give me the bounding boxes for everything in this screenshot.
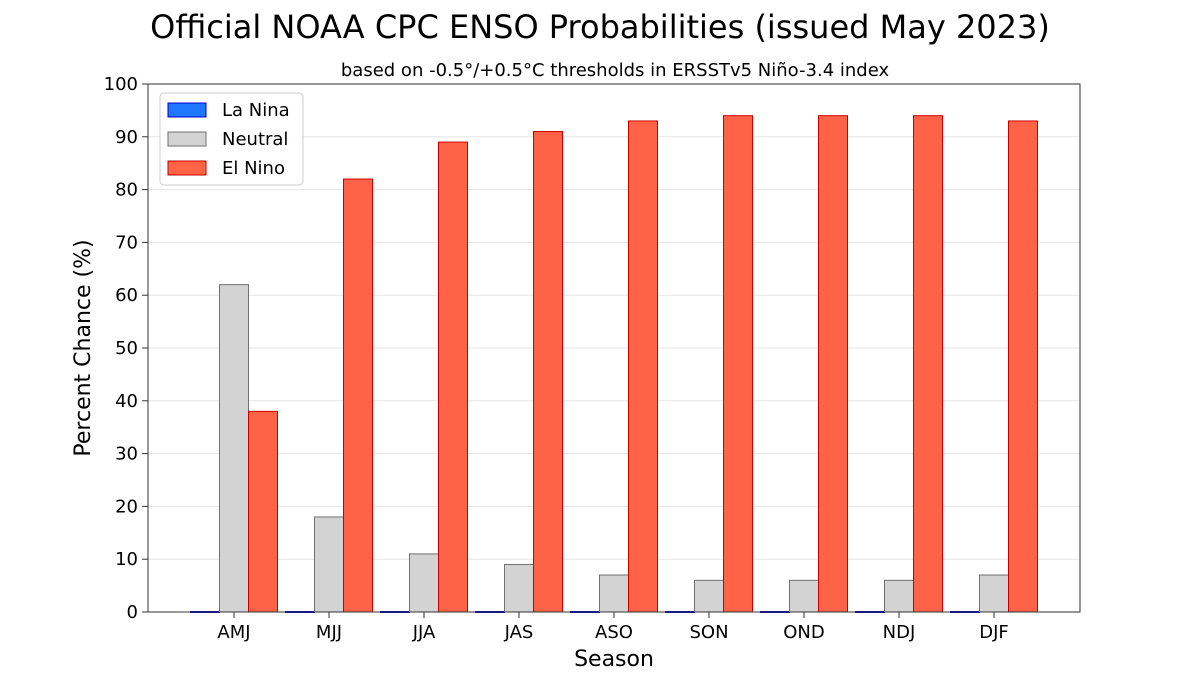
bar-el-nino: [343, 178, 373, 613]
bar-el-nino: [628, 120, 658, 613]
x-tick-label: AMJ: [217, 622, 250, 643]
bar-neutral: [694, 579, 724, 613]
legend-swatch: [167, 160, 207, 176]
y-axis: 0 10 20 30 40 50 60 70 80 90 100: [104, 74, 148, 623]
bar-neutral: [599, 574, 629, 613]
x-axis: AMJ MJJ JJA JAS ASO SON OND NDJ DJF: [217, 612, 1009, 643]
y-tick-label: 10: [115, 549, 138, 570]
x-tick-label: MJJ: [316, 622, 342, 643]
bar-neutral: [219, 284, 249, 613]
x-tick-label: JAS: [504, 622, 534, 643]
legend-label: El Nino: [222, 158, 285, 179]
y-tick-label: 90: [115, 127, 138, 148]
bar-neutral: [314, 516, 344, 613]
chart-title: Official NOAA CPC ENSO Probabilities (is…: [150, 8, 1050, 46]
bar-neutral: [884, 579, 914, 613]
bar-el-nino: [533, 131, 563, 613]
y-tick-label: 60: [115, 285, 138, 306]
x-tick-label: DJF: [979, 622, 1009, 643]
legend-label: Neutral: [222, 129, 288, 150]
bar-el-nino: [438, 141, 468, 613]
y-tick-label: 80: [115, 180, 138, 201]
chart-subtitle: based on -0.5°/+0.5°C thresholds in ERSS…: [341, 60, 890, 81]
x-tick-label: ASO: [595, 622, 633, 643]
y-tick-label: 40: [115, 391, 138, 412]
x-tick-label: SON: [689, 622, 728, 643]
x-tick-label: OND: [783, 622, 825, 643]
grid-lines: [148, 136, 1080, 560]
y-tick-label: 50: [115, 338, 138, 359]
bar-el-nino: [723, 115, 753, 613]
y-tick-label: 100: [104, 74, 138, 95]
y-tick-label: 0: [127, 602, 138, 623]
bar-neutral: [979, 574, 1009, 613]
x-tick-label: NDJ: [883, 622, 916, 643]
x-tick-label: JJA: [412, 622, 436, 643]
legend-label: La Nina: [222, 100, 290, 121]
y-axis-label: Percent Chance (%): [71, 239, 96, 456]
y-tick-label: 70: [115, 232, 138, 253]
x-axis-label: Season: [574, 647, 654, 672]
bar-neutral: [789, 579, 819, 613]
y-tick-label: 30: [115, 444, 138, 465]
bar-el-nino: [248, 410, 278, 613]
bar-neutral: [409, 553, 439, 613]
bar-el-nino: [913, 115, 943, 613]
bar-neutral: [504, 563, 534, 613]
legend-swatch: [167, 131, 207, 147]
y-tick-label: 20: [115, 496, 138, 517]
legend-swatch: [167, 102, 207, 118]
bar-el-nino: [1008, 120, 1038, 613]
bar-el-nino: [818, 115, 848, 613]
legend: La Nina Neutral El Nino: [159, 92, 304, 186]
bars: [190, 115, 1038, 613]
